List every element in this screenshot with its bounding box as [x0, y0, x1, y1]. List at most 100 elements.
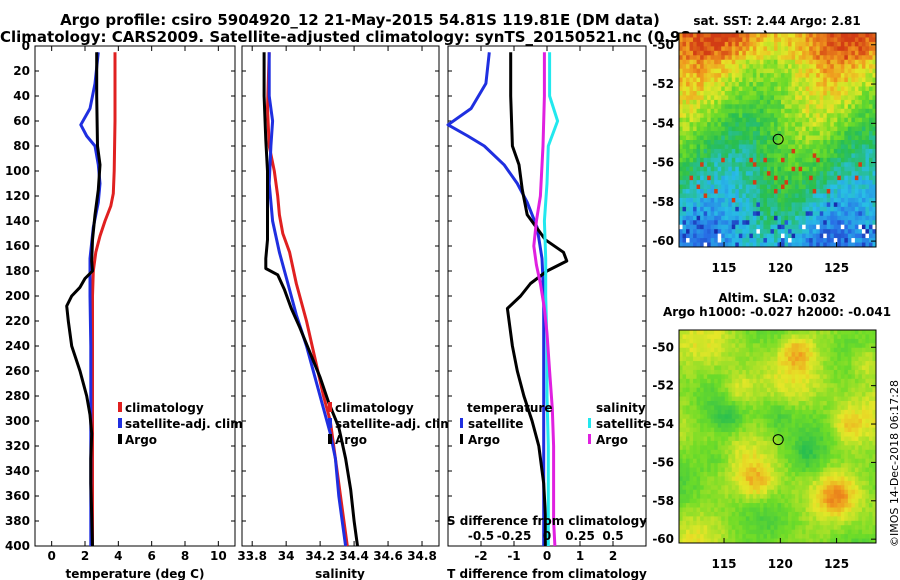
heatmap-cell: [805, 374, 810, 380]
heatmap-cell: [795, 467, 800, 473]
heatmap-cell: [809, 126, 814, 132]
heatmap-cell: [738, 73, 743, 78]
heatmap-cell: [826, 405, 831, 411]
heatmap-cell: [759, 131, 764, 136]
heatmap-cell: [795, 224, 800, 230]
heatmap-cell: [819, 193, 824, 199]
heatmap-cell: [773, 396, 778, 402]
heatmap-cell: [826, 467, 831, 473]
heatmap-cell: [738, 157, 743, 163]
heatmap-cell: [763, 396, 768, 402]
heatmap-cell: [784, 73, 789, 78]
legend-label-s-satellite: satellite: [596, 417, 651, 431]
heatmap-cell: [763, 418, 768, 424]
heatmap-cell: [714, 55, 719, 61]
heatmap-cell: [830, 37, 835, 43]
heatmap-cell: [703, 175, 708, 181]
heatmap-cell: [868, 122, 873, 128]
heatmap-cell: [742, 440, 747, 446]
heatmap-cell: [830, 202, 835, 208]
heatmap-cell: [819, 369, 824, 375]
heatmap-cell: [710, 224, 715, 230]
heatmap-cell: [728, 117, 733, 123]
heatmap-cell: [861, 140, 866, 145]
heatmap-cell: [802, 440, 807, 446]
heatmap-cell: [802, 144, 807, 150]
heatmap-cell: [745, 140, 750, 145]
heatmap-cell: [865, 463, 870, 468]
heatmap-cell: [840, 409, 845, 415]
heatmap-cell: [700, 343, 705, 349]
heatmap-cell: [865, 59, 870, 65]
heatmap-cell: [742, 166, 747, 172]
heatmap-cell: [784, 347, 789, 353]
heatmap-cell: [840, 449, 845, 455]
heatmap-cell: [837, 90, 842, 96]
heatmap-cell: [756, 55, 761, 61]
heatmap-cell: [791, 117, 796, 123]
heatmap-cell: [784, 405, 789, 411]
heatmap-cell: [802, 171, 807, 177]
heatmap-cell: [840, 405, 845, 411]
heatmap-cell: [781, 189, 785, 194]
heatmap-cell: [819, 144, 824, 150]
heatmap-cell: [819, 113, 824, 119]
heatmap-cell: [749, 233, 754, 239]
heatmap-cell: [742, 206, 747, 212]
heatmap-cell: [777, 356, 782, 362]
heatmap-cell: [816, 41, 821, 47]
heatmap-cell: [686, 46, 690, 52]
heatmap-cell: [805, 131, 810, 136]
heatmap-cell: [756, 46, 761, 52]
heatmap-cell: [872, 202, 877, 208]
heatmap-cell: [756, 229, 761, 235]
heatmap-cell: [861, 113, 866, 119]
heatmap-cell: [872, 33, 877, 38]
heatmap-cell: [686, 365, 690, 371]
heatmap-cell: [788, 171, 792, 177]
heatmap-cell: [805, 86, 810, 92]
heatmap-cell: [812, 374, 817, 380]
heatmap-cell: [868, 73, 873, 78]
heatmap-cell: [700, 387, 705, 393]
heatmap-cell: [731, 233, 736, 239]
heatmap-cell: [809, 122, 814, 128]
heatmap-cell: [700, 33, 705, 38]
heatmap-cell: [872, 189, 877, 194]
heatmap-cell: [759, 144, 764, 150]
heatmap-cell: [742, 193, 747, 199]
heatmap-cell: [847, 215, 852, 221]
heatmap-cell: [791, 463, 796, 468]
heatmap-cell: [689, 356, 694, 362]
heatmap-cell: [777, 423, 782, 429]
heatmap-cell: [837, 113, 842, 119]
heatmap-cell: [854, 392, 859, 397]
heatmap-cell: [679, 365, 683, 371]
heatmap-cell: [858, 86, 863, 92]
heatmap-cell: [819, 33, 824, 38]
heatmap-cell: [703, 180, 708, 185]
heatmap-cell: [809, 238, 814, 243]
heatmap-cell: [763, 175, 768, 181]
heatmap-cell: [809, 59, 814, 65]
heatmap-cell: [700, 352, 705, 358]
heatmap-cell: [679, 197, 683, 203]
heatmap-cell: [759, 189, 764, 194]
heatmap-cell: [773, 197, 778, 203]
heatmap-cell: [777, 126, 782, 132]
heatmap-cell: [798, 229, 803, 235]
heatmap-cell: [802, 445, 807, 451]
heatmap-cell: [728, 220, 733, 226]
heatmap-cell: [689, 242, 694, 248]
heatmap-cell: [742, 135, 747, 141]
heatmap-cell: [788, 401, 792, 406]
heatmap-cell: [788, 418, 792, 424]
heatmap-cell: [812, 175, 817, 181]
heatmap-cell: [766, 148, 771, 154]
heatmap-cell: [745, 55, 750, 61]
heatmap-cell: [693, 117, 697, 123]
heatmap-cell: [826, 68, 831, 74]
heatmap-cell: [763, 46, 768, 52]
heatmap-cell: [717, 202, 722, 208]
heatmap-cell: [759, 233, 764, 239]
